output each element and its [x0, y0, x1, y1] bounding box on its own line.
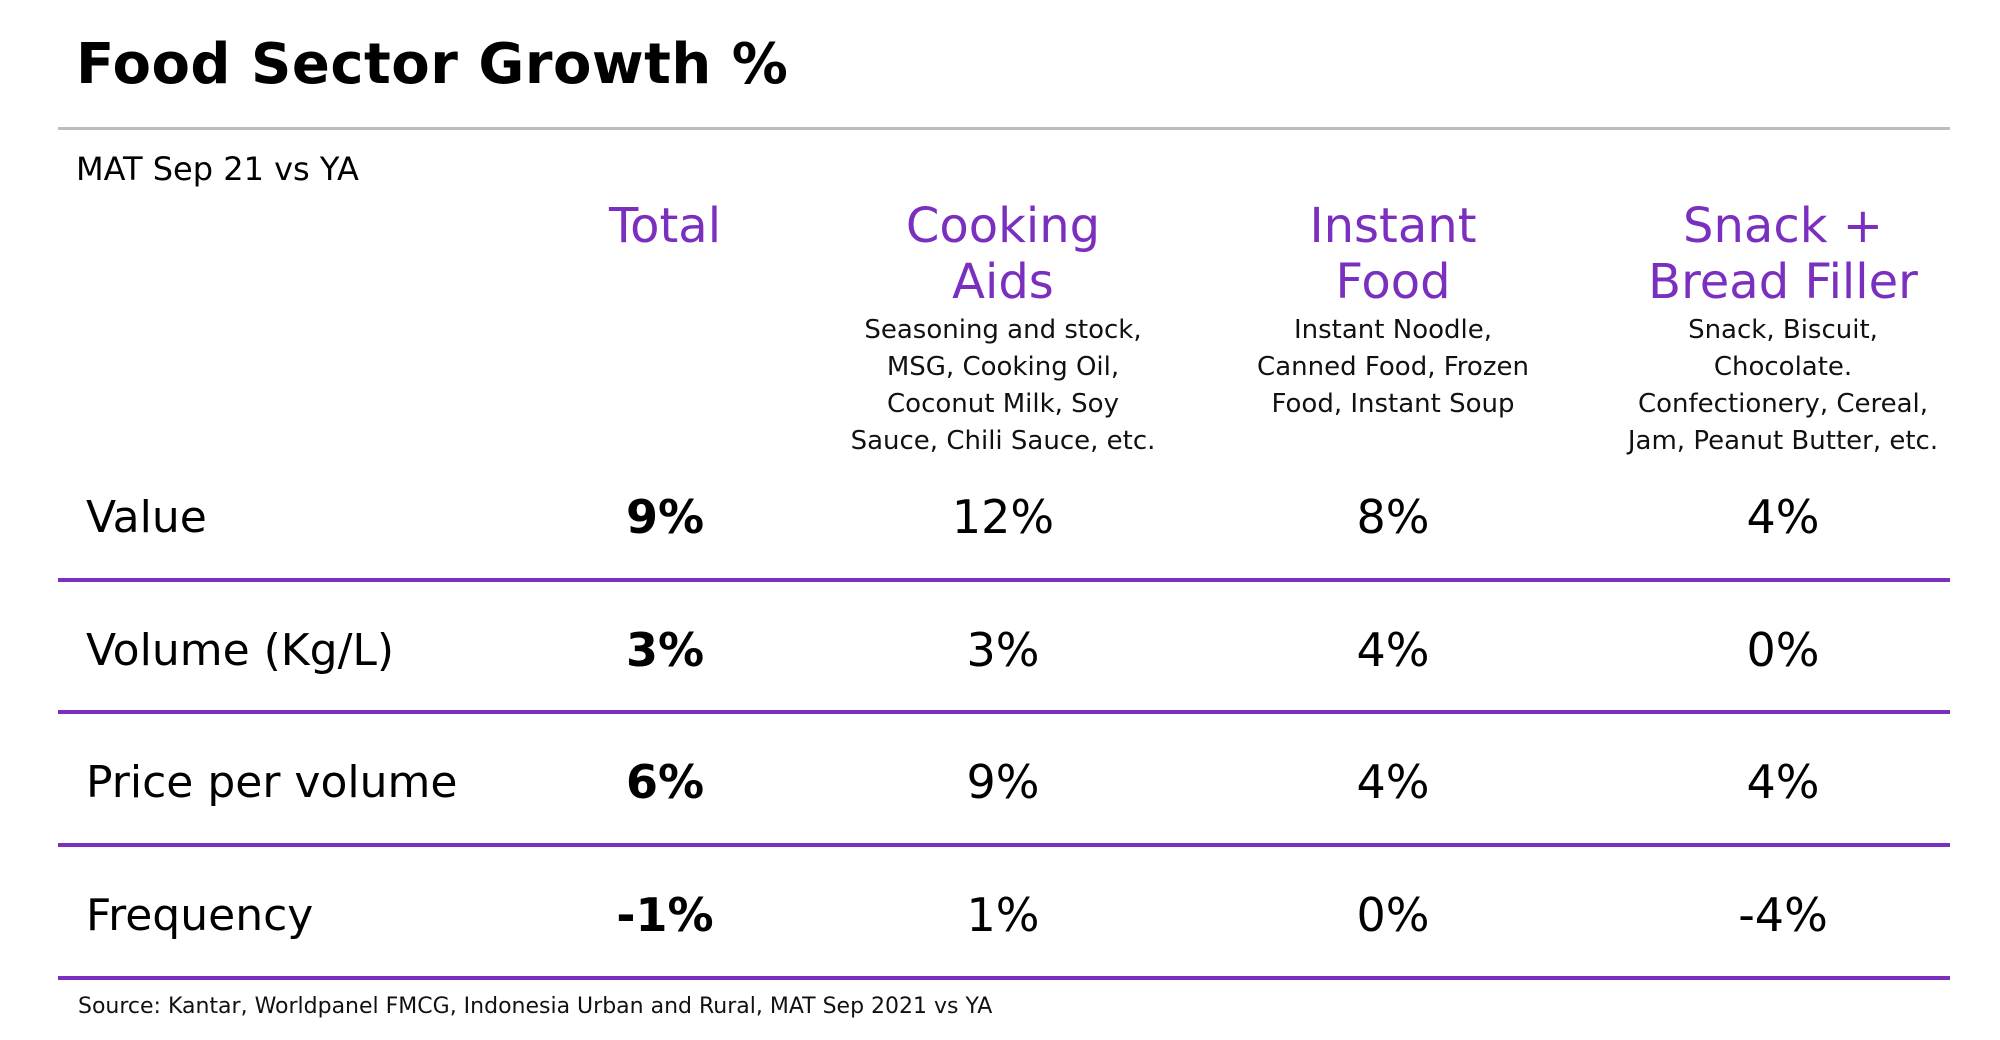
column-description-line: MSG, Cooking Oil, [886, 352, 1120, 382]
value-cell: 4% [1356, 755, 1430, 810]
column-title-line: Total [608, 198, 722, 254]
value-cell: 9% [625, 490, 705, 545]
column-header: Instant Food Instant Noodle, Canned Food, F… [1257, 198, 1529, 423]
value-cell: 0% [1356, 888, 1430, 943]
value-cell: 4% [1356, 623, 1430, 678]
value-cell: 8% [1356, 490, 1430, 545]
column-title: Snack + Bread Filler [1628, 198, 1938, 310]
column-description-line: Seasoning and stock, [864, 315, 1142, 345]
value-cell: 3% [966, 623, 1040, 678]
column-description-line: Instant Noodle, [1293, 315, 1492, 345]
column-description-line: Food, Instant Soup [1271, 389, 1515, 419]
value-cell: 12% [951, 490, 1055, 545]
row-label: Frequency [86, 889, 314, 941]
column-description-line: Coconut Milk, Soy [887, 389, 1119, 419]
column-header: Snack + Bread Filler Snack, Biscuit, Chocol… [1628, 198, 1938, 460]
column-header: Cooking Aids Seasoning and stock, MSG, Cook… [851, 198, 1156, 460]
column-description-line: Jam, Peanut Butter, etc. [1627, 426, 1939, 456]
row-label: Price per volume [86, 756, 458, 808]
column-description: Seasoning and stock, MSG, Cooking Oil, Coc… [851, 312, 1156, 460]
column-description-line: Canned Food, Frozen [1257, 352, 1529, 382]
column-description: Snack, Biscuit, Chocolate. Confectionery, … [1628, 312, 1938, 460]
column-title: Instant Food [1257, 198, 1529, 310]
column-title-line: Snack + [1683, 198, 1883, 254]
column-description-line: Sauce, Chili Sauce, etc. [850, 426, 1156, 456]
column-title-line: Food [1335, 254, 1451, 310]
value-cell: 3% [625, 623, 705, 678]
page-title: Food Sector Growth % [76, 32, 789, 97]
column-title-line: Instant [1309, 198, 1477, 254]
value-cell: 4% [1746, 755, 1820, 810]
value-cell: 0% [1746, 623, 1820, 678]
column-description-line: Snack, Biscuit, [1688, 315, 1878, 345]
column-title-line: Bread Filler [1648, 254, 1918, 310]
period-subtitle: MAT Sep 21 vs YA [76, 150, 359, 188]
value-cell: 9% [966, 755, 1040, 810]
value-cell: -4% [1738, 888, 1828, 943]
row-divider [58, 843, 1950, 847]
value-cell: 1% [966, 888, 1040, 943]
row-divider [58, 710, 1950, 714]
value-cell: -1% [616, 888, 714, 943]
column-description-line: Chocolate. [1713, 352, 1853, 382]
column-description: Instant Noodle, Canned Food, Frozen Food, … [1257, 312, 1529, 423]
source-note: Source: Kantar, Worldpanel FMCG, Indones… [78, 994, 993, 1019]
column-title-line: Aids [952, 254, 1054, 310]
value-cell: 4% [1746, 490, 1820, 545]
column-title-line: Cooking [905, 198, 1101, 254]
row-label: Value [86, 491, 207, 543]
row-label: Volume (Kg/L) [86, 624, 395, 676]
column-title: Total [609, 198, 721, 254]
row-divider [58, 578, 1950, 582]
row-divider [58, 976, 1950, 980]
column-header: Total [609, 198, 721, 254]
column-description-line: Confectionery, Cereal, [1637, 389, 1929, 419]
column-title: Cooking Aids [851, 198, 1156, 310]
title-divider [58, 127, 1950, 130]
value-cell: 6% [625, 755, 705, 810]
